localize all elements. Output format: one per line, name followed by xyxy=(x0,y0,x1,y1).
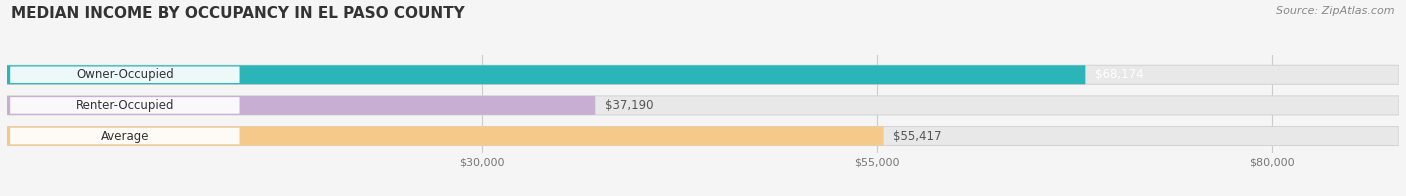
FancyBboxPatch shape xyxy=(10,97,239,114)
Text: Owner-Occupied: Owner-Occupied xyxy=(76,68,174,81)
FancyBboxPatch shape xyxy=(7,96,595,115)
Text: MEDIAN INCOME BY OCCUPANCY IN EL PASO COUNTY: MEDIAN INCOME BY OCCUPANCY IN EL PASO CO… xyxy=(11,6,465,21)
Text: $68,174: $68,174 xyxy=(1095,68,1143,81)
FancyBboxPatch shape xyxy=(7,127,1399,145)
Text: $55,417: $55,417 xyxy=(893,130,942,142)
FancyBboxPatch shape xyxy=(7,127,883,145)
FancyBboxPatch shape xyxy=(10,128,239,144)
Text: Average: Average xyxy=(101,130,149,142)
Text: Source: ZipAtlas.com: Source: ZipAtlas.com xyxy=(1277,6,1395,16)
FancyBboxPatch shape xyxy=(7,65,1399,84)
FancyBboxPatch shape xyxy=(10,66,239,83)
Text: Renter-Occupied: Renter-Occupied xyxy=(76,99,174,112)
Text: $37,190: $37,190 xyxy=(605,99,654,112)
FancyBboxPatch shape xyxy=(7,65,1085,84)
FancyBboxPatch shape xyxy=(7,96,1399,115)
